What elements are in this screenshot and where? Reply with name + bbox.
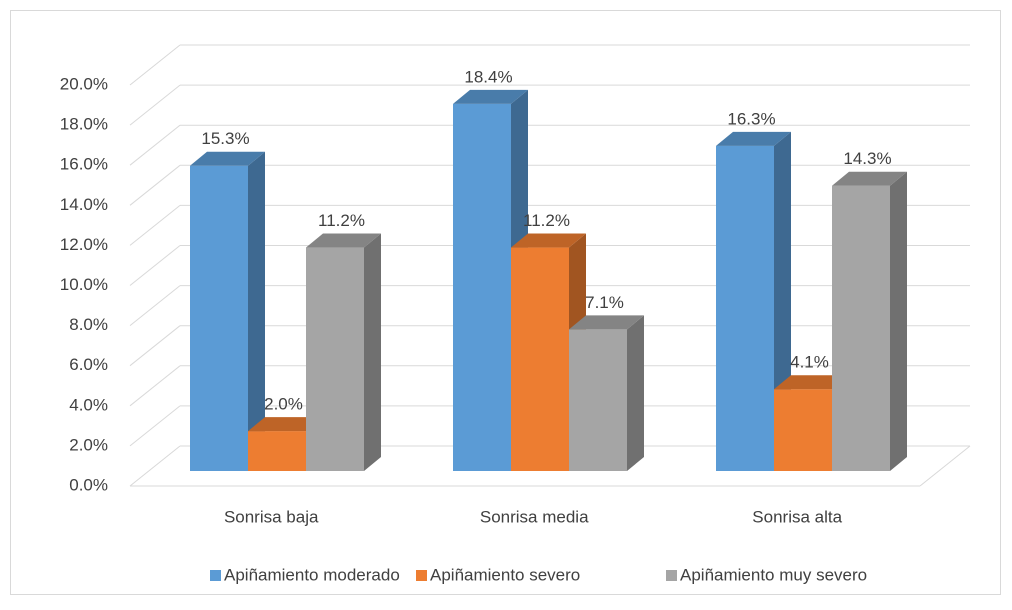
y-tick-label: 6.0%	[69, 355, 108, 374]
bar	[306, 247, 364, 471]
bar-top	[306, 233, 381, 248]
data-label: 18.4%	[464, 67, 512, 86]
legend-swatch	[416, 570, 427, 581]
y-tick-label: 14.0%	[60, 195, 108, 214]
y-tick-label: 10.0%	[60, 275, 108, 294]
bar	[716, 145, 774, 471]
grid-line-side	[129, 205, 181, 246]
bar-top	[716, 131, 791, 146]
bar-top	[774, 375, 849, 390]
legend-swatch	[666, 570, 677, 581]
grid-line-side	[129, 405, 181, 447]
bar	[511, 247, 569, 471]
bar-side	[364, 233, 381, 471]
data-label: 11.2%	[523, 211, 570, 230]
legend-label: Apiñamiento muy severo	[680, 565, 867, 584]
grid-line-side	[129, 445, 181, 487]
bar	[832, 185, 890, 471]
y-tick-label: 18.0%	[60, 115, 108, 134]
bar	[190, 165, 248, 471]
grid-line-side	[129, 245, 181, 286]
data-label: 4.1%	[790, 353, 829, 372]
bar-side	[890, 171, 907, 471]
bar-top	[190, 151, 265, 166]
bar-top	[453, 89, 528, 104]
data-label: 7.1%	[585, 293, 624, 312]
data-label: 14.3%	[843, 149, 891, 168]
bar-top	[511, 233, 586, 248]
x-tick-label: Sonrisa media	[480, 507, 589, 526]
bar-side	[248, 151, 265, 471]
legend-label: Apiñamiento moderado	[224, 565, 400, 584]
bar-top	[248, 417, 323, 432]
data-label: 15.3%	[201, 129, 249, 148]
legend-label: Apiñamiento severo	[430, 565, 580, 584]
bar	[453, 103, 511, 472]
bar	[774, 389, 832, 471]
bar-top	[832, 171, 907, 186]
grid-line-side	[129, 285, 181, 326]
grid-line-side	[129, 84, 181, 126]
y-tick-label: 16.0%	[60, 155, 108, 174]
bar-top	[569, 315, 644, 330]
floor-edge-right	[919, 445, 971, 487]
bar	[569, 329, 627, 471]
data-label: 16.3%	[727, 109, 775, 128]
grid-line-side	[129, 365, 181, 407]
legend-swatch	[210, 570, 221, 581]
data-label: 11.2%	[318, 211, 365, 230]
bar	[248, 431, 306, 471]
y-tick-label: 0.0%	[69, 475, 108, 494]
x-tick-label: Sonrisa baja	[224, 507, 319, 526]
grid-line-side	[129, 164, 181, 206]
bar-side	[627, 315, 644, 471]
y-tick-label: 4.0%	[69, 395, 108, 414]
grid-line-side	[129, 325, 181, 367]
y-tick-label: 2.0%	[69, 435, 108, 454]
y-tick-label: 20.0%	[60, 74, 108, 93]
grid-line-side	[129, 124, 181, 166]
x-tick-label: Sonrisa alta	[752, 507, 842, 526]
y-tick-label: 8.0%	[69, 315, 108, 334]
grid-line-side	[129, 44, 181, 86]
y-tick-label: 12.0%	[60, 235, 108, 254]
data-label: 2.0%	[264, 395, 303, 414]
